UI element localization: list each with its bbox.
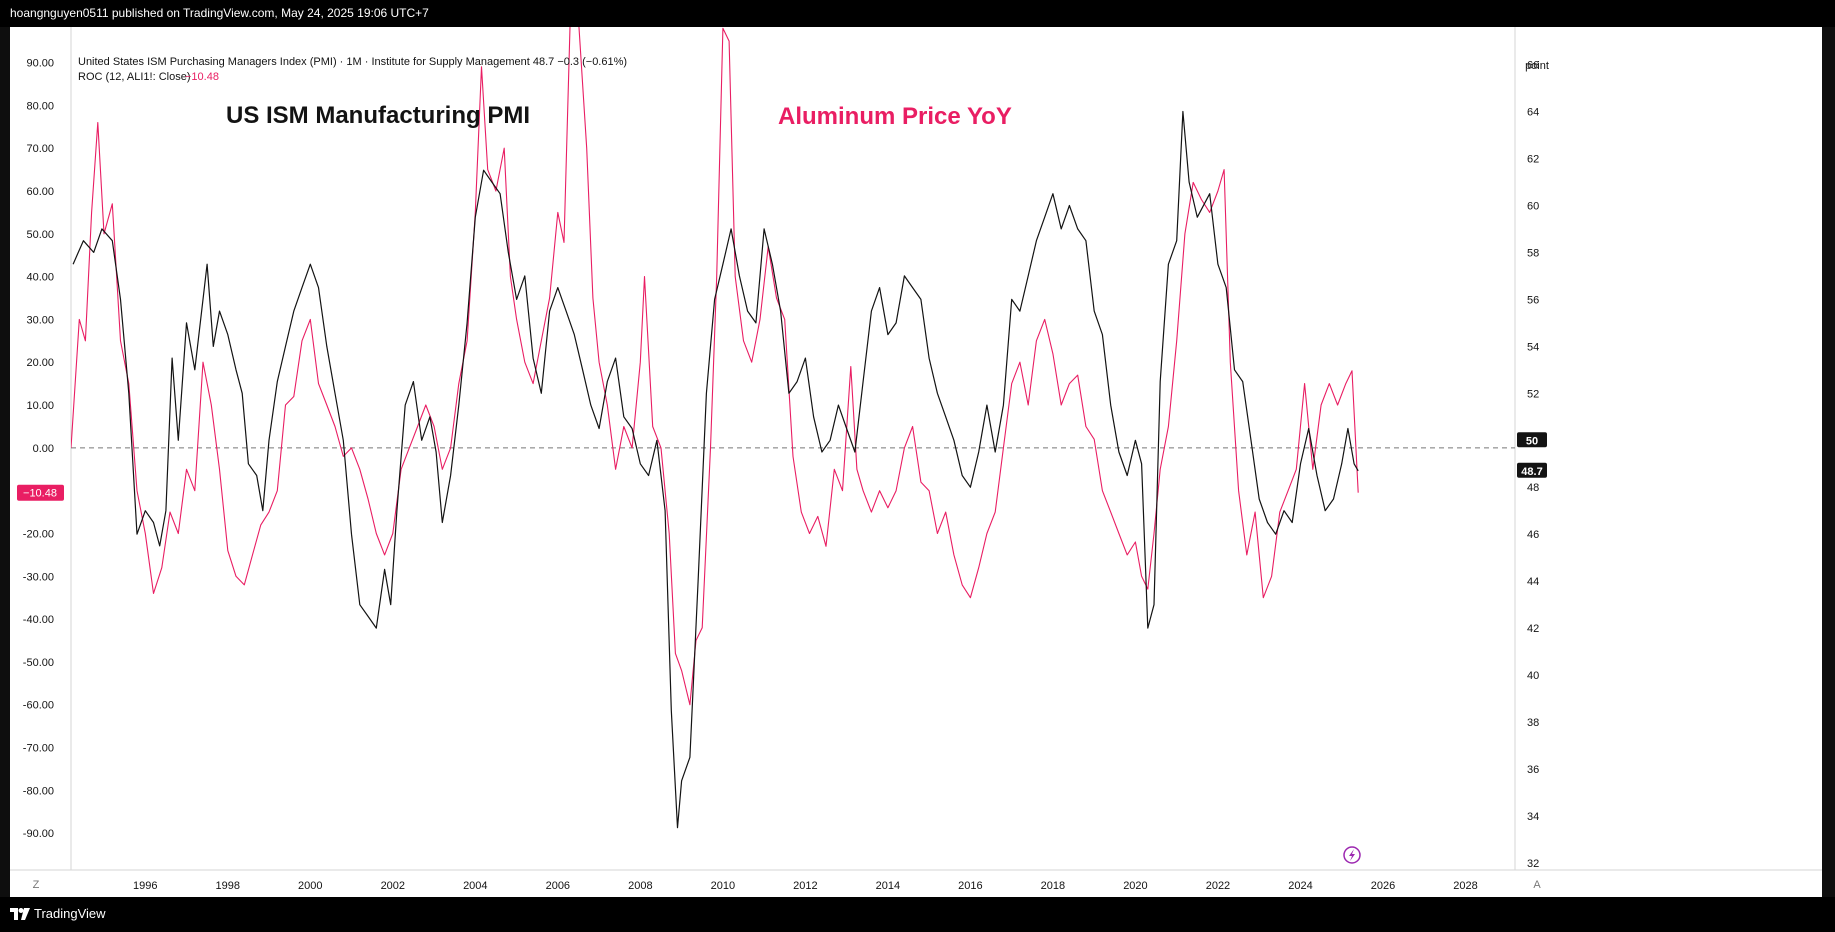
left-tick-label: -20.00 — [23, 528, 54, 540]
right-tick-label: 38 — [1527, 717, 1539, 729]
legend-roc-label[interactable]: ROC (12, ALI1!: Close) — [78, 71, 191, 83]
time-tick-label: 2016 — [958, 880, 982, 892]
legend-pmi[interactable]: United States ISM Purchasing Managers In… — [78, 56, 627, 68]
left-tick-label: 40.00 — [26, 272, 54, 284]
left-tick-label: -30.00 — [23, 571, 54, 583]
right-tick-label: 44 — [1527, 576, 1539, 588]
pmi-reference-badge: 50 — [1517, 432, 1547, 448]
right-tick-label: 62 — [1527, 153, 1539, 165]
time-tick-label: 2006 — [546, 880, 570, 892]
right-tick-label: 64 — [1527, 107, 1539, 119]
right-tick-label: 46 — [1527, 529, 1539, 541]
time-tick-label: 2024 — [1288, 880, 1312, 892]
left-tick-label: 20.00 — [26, 357, 54, 369]
right-tick-label: 48 — [1527, 482, 1539, 494]
svg-text:−10.48: −10.48 — [23, 488, 57, 500]
left-tick-label: -80.00 — [23, 785, 54, 797]
tradingview-logo[interactable]: TradingView — [10, 906, 106, 921]
right-axis: 66 64 62 60 58 56 54 52 50 48 46 44 42 40 38 36 34 32 — [1527, 60, 1539, 870]
time-axis: 1996 1998 2000 2002 2004 2006 2008 2010 2012 2014… — [133, 880, 1478, 892]
right-axis-unit: point — [1525, 60, 1549, 72]
tradingview-icon — [10, 907, 30, 920]
right-tick-label: 52 — [1527, 388, 1539, 400]
time-tick-label: 2018 — [1041, 880, 1065, 892]
right-tick-label: 56 — [1527, 294, 1539, 306]
time-tick-label: 2022 — [1206, 880, 1230, 892]
time-tick-label: 2002 — [381, 880, 405, 892]
left-tick-label: -90.00 — [23, 828, 54, 840]
time-tick-label: 2008 — [628, 880, 652, 892]
right-tick-label: 58 — [1527, 247, 1539, 259]
chart-svg[interactable]: 90.00 80.00 70.00 60.00 50.00 40.00 30.00 20.00… — [10, 27, 1822, 897]
right-tick-label: 32 — [1527, 858, 1539, 870]
time-tick-label: 1996 — [133, 880, 157, 892]
svg-text:48.7: 48.7 — [1521, 466, 1542, 478]
right-tick-label: 36 — [1527, 764, 1539, 776]
time-tick-label: 1998 — [216, 880, 240, 892]
left-tick-label: -50.00 — [23, 657, 54, 669]
legend-roc-value: −10.48 — [185, 71, 219, 83]
left-tick-label: 60.00 — [26, 186, 54, 198]
aluminum-title-annotation[interactable]: Aluminum Price YoY — [778, 103, 1012, 130]
left-tick-label: 50.00 — [26, 229, 54, 241]
pmi-last-value-badge: 48.7 — [1517, 462, 1547, 478]
lightning-icon[interactable] — [1343, 846, 1361, 864]
left-tick-label: 90.00 — [26, 58, 54, 70]
chart-frame: 90.00 80.00 70.00 60.00 50.00 40.00 30.00 20.00… — [10, 27, 1822, 897]
z-label[interactable]: Z — [33, 879, 40, 891]
time-tick-label: 2028 — [1453, 880, 1477, 892]
tradingview-brand: TradingView — [34, 906, 106, 921]
published-header: hoangnguyen0511 published on TradingView… — [0, 0, 1835, 27]
pmi-series-line[interactable] — [72, 110, 1359, 829]
time-tick-label: 2000 — [298, 880, 322, 892]
right-tick-label: 54 — [1527, 341, 1539, 353]
svg-text:50: 50 — [1526, 435, 1538, 447]
series-layer — [71, 27, 1359, 829]
left-tick-label: 70.00 — [26, 143, 54, 155]
right-tick-label: 66 — [1527, 60, 1539, 72]
time-tick-label: 2012 — [793, 880, 817, 892]
time-tick-label: 2014 — [876, 880, 900, 892]
left-tick-label: 10.00 — [26, 400, 54, 412]
left-tick-label: -60.00 — [23, 700, 54, 712]
time-tick-label: 2026 — [1371, 880, 1395, 892]
roc-last-value-badge: −10.48 — [17, 484, 64, 501]
right-tick-label: 60 — [1527, 200, 1539, 212]
pmi-title-annotation[interactable]: US ISM Manufacturing PMI — [226, 102, 530, 129]
left-tick-label: -70.00 — [23, 743, 54, 755]
right-tick-label: 40 — [1527, 670, 1539, 682]
time-tick-label: 2020 — [1123, 880, 1147, 892]
right-tick-label: 42 — [1527, 623, 1539, 635]
left-tick-label: 0.00 — [33, 443, 54, 455]
right-tick-label: 34 — [1527, 811, 1539, 823]
left-axis: 90.00 80.00 70.00 60.00 50.00 40.00 30.00 20.00… — [23, 58, 54, 841]
time-tick-label: 2010 — [711, 880, 735, 892]
left-tick-label: 80.00 — [26, 100, 54, 112]
a-label[interactable]: A — [1533, 879, 1541, 891]
time-tick-label: 2004 — [463, 880, 487, 892]
left-tick-label: 30.00 — [26, 314, 54, 326]
left-tick-label: -40.00 — [23, 614, 54, 626]
footer-bar: TradingView — [0, 897, 1835, 932]
